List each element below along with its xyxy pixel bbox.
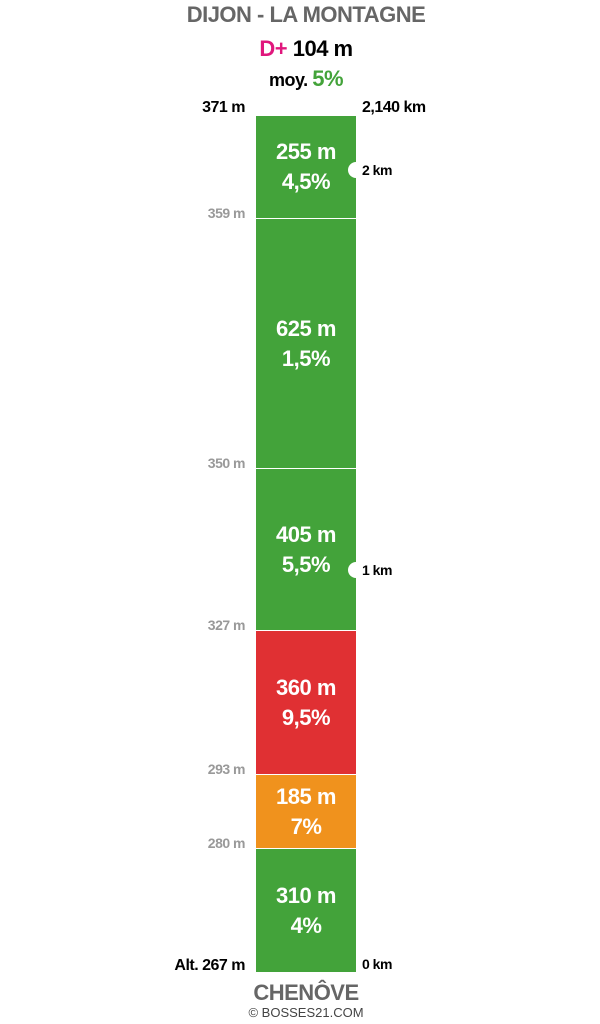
altitude-label: Alt. 267 m [174,957,245,974]
segment-length: 255 m [276,139,336,164]
segment-length: 405 m [276,521,336,547]
altitude-label: 280 m [207,835,246,851]
avg-value: 5% [312,66,343,91]
altitude-label: 293 m [207,761,246,777]
segment-length: 360 m [276,674,336,700]
town: CHENÔVE [253,980,359,1005]
segment-length: 625 m [276,315,336,341]
segment-grade: 4% [290,912,322,938]
credit: © BOSSES21.COM [248,1005,364,1020]
average: moy. 5% [269,66,343,92]
top-altitude: 371 m [202,99,245,116]
km-marker [348,562,364,578]
segment: 405 m 5,5% [256,468,356,630]
segment: 185 m 7% [256,774,356,848]
segment: 625 m 1,5% [256,218,356,468]
altitude-label: 350 m [207,455,246,471]
km-label: 2 km [362,162,392,178]
segment-length: 185 m [276,783,336,809]
start-distance: 0 km [362,956,392,972]
gain-label: D+ [259,36,288,61]
altitude-label: 359 m [207,205,246,221]
segment-grade: 4,5% [281,169,331,194]
avg-label: moy. [269,70,308,90]
km-label: 1 km [362,562,392,578]
total-distance: 2,140 km [362,99,426,116]
gain-value: 104 m [292,36,353,61]
segment: 310 m 4% [256,848,356,972]
segment: 255 m 4,5% [256,116,356,218]
km-marker [348,162,364,178]
segment-grade: 9,5% [281,704,331,730]
gain: D+ 104 m [259,36,353,62]
segment-length: 310 m [276,882,336,908]
segment-grade: 7% [290,813,322,839]
segment-grade: 5,5% [281,551,331,577]
segment: 360 m 9,5% [256,630,356,774]
altitude-label: 327 m [207,617,246,633]
segment-grade: 1,5% [281,345,331,371]
title: DIJON - LA MONTAGNE [186,2,426,27]
